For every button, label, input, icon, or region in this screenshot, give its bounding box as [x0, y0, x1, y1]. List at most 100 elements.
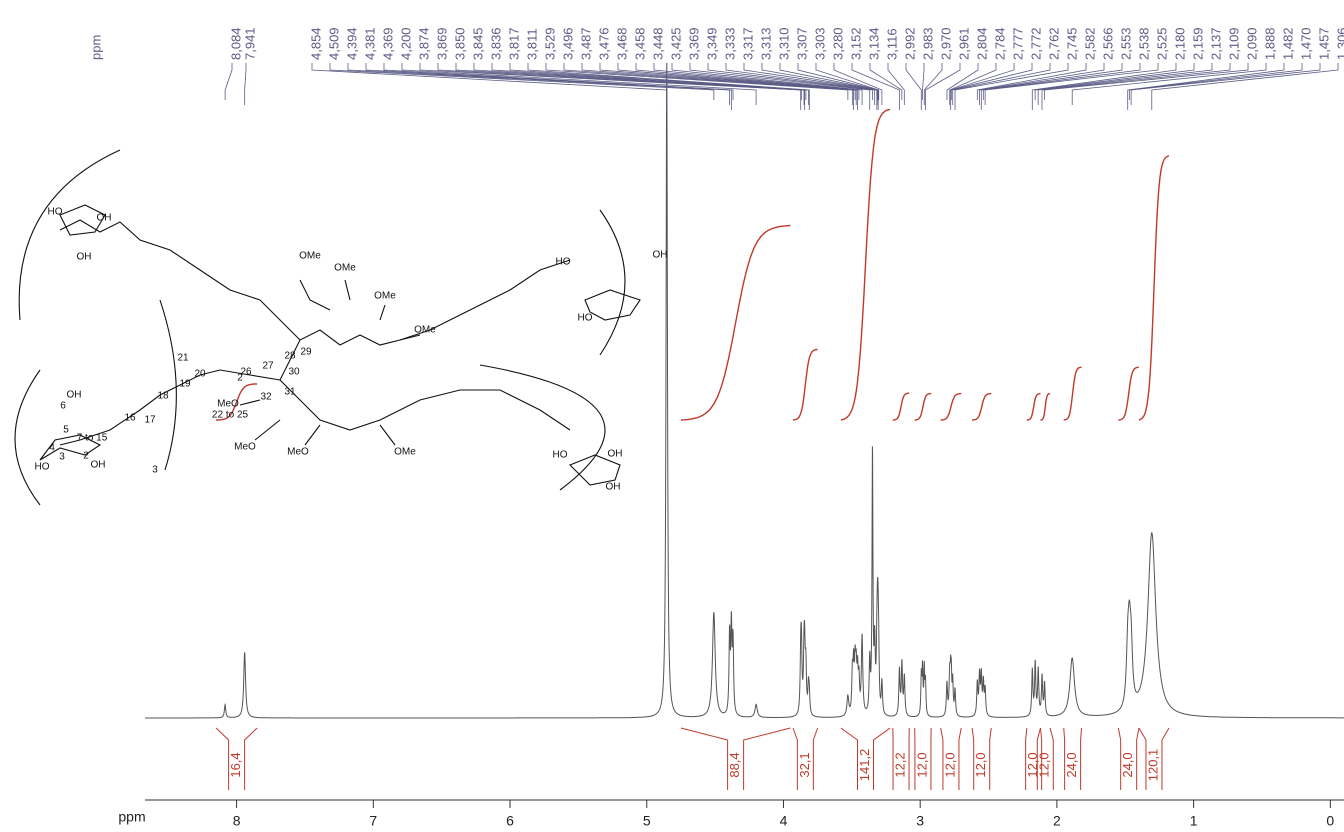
peak-label: 2,992 [902, 27, 917, 60]
integral-curve [216, 383, 258, 421]
peak-label: 3,333 [722, 27, 737, 60]
peak-connector [1151, 63, 1339, 110]
structure-label: 3 [152, 465, 158, 476]
peak-connector [851, 63, 900, 110]
integral-label: 12,0 [973, 752, 988, 777]
peak-connector [383, 63, 734, 100]
bond [279, 339, 571, 431]
peak-label: 1,470 [1298, 27, 1313, 60]
peak-label: 4,509 [326, 27, 341, 60]
peak-label: 3,313 [758, 27, 773, 60]
integral-curve [792, 348, 818, 421]
peak-connector [954, 63, 1069, 110]
structure-label: 16 [124, 413, 136, 424]
peak-connector [980, 63, 1123, 110]
peak-label: 4,854 [308, 27, 323, 60]
peak-connector [743, 63, 878, 110]
bond [59, 369, 281, 446]
peak-label: 2,566 [1100, 27, 1115, 60]
peak-label: 2,745 [1064, 27, 1079, 60]
peak-label: 3,468 [614, 27, 629, 60]
peak-connector [671, 63, 863, 105]
ring [569, 454, 621, 486]
peak-connector [689, 63, 871, 110]
peak-connector [653, 63, 860, 100]
peak-label: 2,582 [1082, 27, 1097, 60]
peak-connector [887, 63, 905, 105]
integral-bracket [892, 727, 910, 790]
integral-bracket [940, 727, 962, 790]
structure-label: 2 [237, 373, 243, 384]
integral-label: 12,2 [892, 752, 907, 777]
structure-label: MeO [217, 399, 239, 410]
x-axis-label: ppm [118, 809, 145, 825]
peak-label: 3,369 [686, 27, 701, 60]
integral-bracket [914, 727, 932, 790]
integral-label: 141,2 [857, 749, 872, 782]
structure-label: 31 [284, 387, 296, 398]
peak-label: 3,307 [794, 27, 809, 60]
integral-curve [680, 224, 791, 421]
integral-curve [840, 108, 891, 421]
peak-label: 3,280 [830, 27, 845, 60]
peak-connector [707, 63, 873, 100]
structure-label: OH [653, 250, 668, 261]
x-tick-label: 0 [1326, 813, 1334, 829]
peak-connector [1034, 63, 1195, 100]
peak-label: 2,090 [1244, 27, 1259, 60]
peak-label: 1,888 [1262, 27, 1277, 60]
integral-label: 12,0 [1025, 752, 1040, 777]
peak-connector [401, 63, 757, 105]
structure-label: 21 [177, 353, 189, 364]
structure-label: OH [608, 449, 623, 460]
peak-label: 3,817 [506, 27, 521, 60]
ring [39, 434, 102, 461]
bond [59, 219, 261, 301]
peak-label: 2,553 [1118, 27, 1133, 60]
peak-label: 2,961 [956, 27, 971, 60]
integral-label: 88,4 [727, 752, 742, 777]
structure-label: OH [91, 460, 106, 471]
structure-label: HO [553, 450, 568, 461]
peak-connector [779, 63, 879, 105]
peak-connector [725, 63, 876, 105]
integral-label: 32,1 [797, 752, 812, 777]
structure-label: 28 [284, 351, 296, 362]
peak-label: 3,317 [740, 27, 755, 60]
peak-label: 3,529 [542, 27, 557, 60]
structure-label: HO [578, 313, 593, 324]
peak-connector [1127, 63, 1285, 110]
peak-label: 2,159 [1190, 27, 1205, 60]
integral-bracket [971, 727, 992, 790]
peak-connector [984, 63, 1159, 105]
structure-label: 30 [288, 367, 300, 378]
x-tick-label: 6 [506, 813, 514, 829]
peak-connector [1041, 63, 1231, 110]
integral-bracket [1117, 727, 1140, 790]
bracket [159, 299, 177, 471]
top-unit: ppm [88, 35, 103, 60]
peak-label: 2,137 [1208, 27, 1223, 60]
peak-label: 1,306 [1334, 27, 1344, 60]
peak-connector [1130, 63, 1321, 105]
structure-label: 7 to 15 [77, 433, 108, 444]
peak-connector [1071, 63, 1267, 105]
structure-label: 32 [260, 392, 272, 403]
structure-label: 3 [59, 452, 65, 463]
integral-bracket [792, 727, 819, 790]
bracket [18, 149, 121, 321]
structure-label: 29 [300, 347, 312, 358]
peak-connector [491, 63, 807, 100]
peak-label: 3,874 [416, 27, 431, 60]
peak-label: 2,525 [1154, 27, 1169, 60]
spectrum [145, 62, 1344, 719]
integral-curve [940, 392, 962, 421]
peak-connector [617, 63, 857, 105]
peak-connector [976, 63, 1087, 100]
ring [584, 289, 641, 321]
integral-bracket [680, 727, 791, 790]
peak-label: 3,425 [668, 27, 683, 60]
bond [239, 279, 421, 446]
structure-label: OH [77, 252, 92, 263]
